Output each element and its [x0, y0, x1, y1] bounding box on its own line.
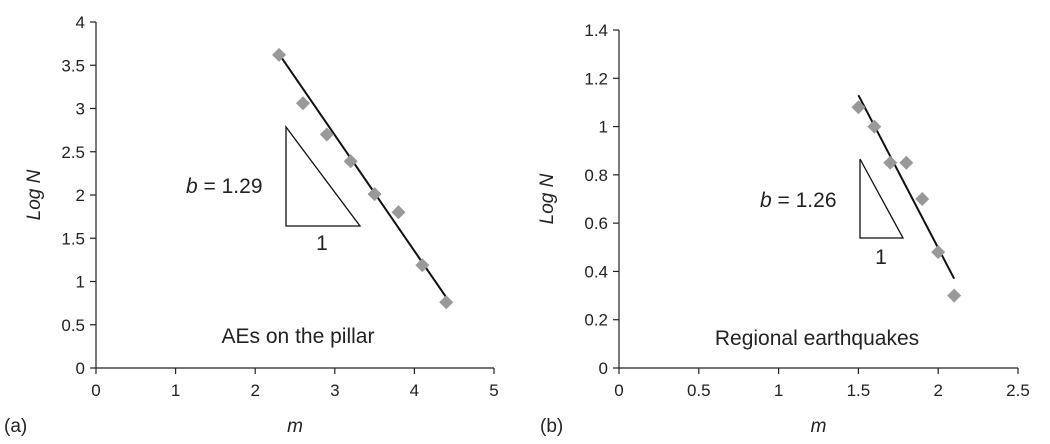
- x-tick-label: 2.5: [1006, 381, 1030, 400]
- y-axis-label: Log N: [24, 169, 45, 220]
- slope-label: b = 1.29: [186, 175, 263, 198]
- data-point: [947, 288, 962, 303]
- slope-value: = 1.29: [198, 175, 263, 198]
- data-point: [391, 205, 406, 220]
- y-tick-label: 0: [599, 359, 608, 378]
- data-point: [867, 119, 882, 134]
- data-point: [343, 154, 358, 169]
- data-point: [851, 100, 866, 115]
- y-tick-label: 0.4: [584, 262, 608, 281]
- x-tick-label: 1.5: [847, 381, 871, 400]
- data-point: [415, 258, 430, 273]
- data-point: [883, 155, 898, 170]
- slope-value: = 1.26: [772, 189, 837, 212]
- y-tick-label: 4: [76, 13, 85, 32]
- slope-label: b = 1.26: [760, 189, 837, 212]
- y-tick-label: 1: [76, 273, 85, 292]
- data-point: [319, 127, 334, 142]
- x-axis-label: m: [811, 416, 827, 437]
- y-tick-label: 0.5: [61, 316, 85, 335]
- data-point: [295, 96, 310, 111]
- data-point: [272, 47, 287, 62]
- y-tick-label: 1.4: [584, 21, 608, 40]
- panel-label: (b): [540, 416, 563, 437]
- x-tick-label: 1: [774, 381, 783, 400]
- y-tick-label: 2: [76, 186, 85, 205]
- panel-annotation: Regional earthquakes: [715, 327, 919, 350]
- data-point: [915, 192, 930, 206]
- data-point: [367, 187, 382, 202]
- slope-symbol: b: [760, 189, 772, 212]
- y-axis-label: Log N: [537, 173, 558, 224]
- data-point: [439, 295, 454, 310]
- y-tick-label: 1.2: [584, 69, 608, 88]
- y-tick-label: 1: [599, 118, 608, 137]
- data-point: [931, 245, 946, 260]
- panel-label: (a): [4, 416, 27, 437]
- slope-triangle: [285, 125, 362, 227]
- x-tick-label: 0.5: [687, 381, 711, 400]
- x-tick-label: 2: [933, 381, 942, 400]
- data-point: [899, 155, 914, 170]
- y-tick-label: 3.5: [61, 56, 85, 75]
- y-tick-label: 3: [76, 100, 85, 119]
- x-tick-label: 5: [489, 381, 498, 400]
- slope-run-label: 1: [316, 232, 328, 255]
- slope-run-label: 1: [875, 246, 887, 269]
- slope-triangle: [859, 158, 905, 239]
- y-tick-label: 0.8: [584, 166, 608, 185]
- x-tick-label: 0: [614, 381, 623, 400]
- x-tick-label: 2: [250, 381, 259, 400]
- slope-symbol: b: [186, 175, 198, 198]
- panel-b: 0 0.2 0.4 0.6 0.8 1 1.2 1.4 0 0.5 1 1.5 2 2.5 m Log N (b…: [537, 21, 1030, 437]
- x-tick-label: 4: [410, 381, 419, 400]
- panel-a: 0 0.5 1 1.5 2 2.5 3 3.5 4 0 1 2 3 4 5 m Log N (a) b = 1.29…: [4, 13, 499, 437]
- y-tick-label: 1.5: [61, 229, 85, 248]
- x-tick-label: 1: [171, 381, 180, 400]
- x-tick-label: 0: [91, 381, 100, 400]
- x-tick-label: 3: [330, 381, 339, 400]
- x-axis-label: m: [287, 416, 303, 437]
- y-tick-label: 2.5: [61, 143, 85, 162]
- y-tick-label: 0.6: [584, 214, 608, 233]
- panel-annotation: AEs on the pillar: [222, 325, 375, 348]
- y-tick-label: 0.2: [584, 311, 608, 330]
- y-tick-label: 0: [76, 359, 85, 378]
